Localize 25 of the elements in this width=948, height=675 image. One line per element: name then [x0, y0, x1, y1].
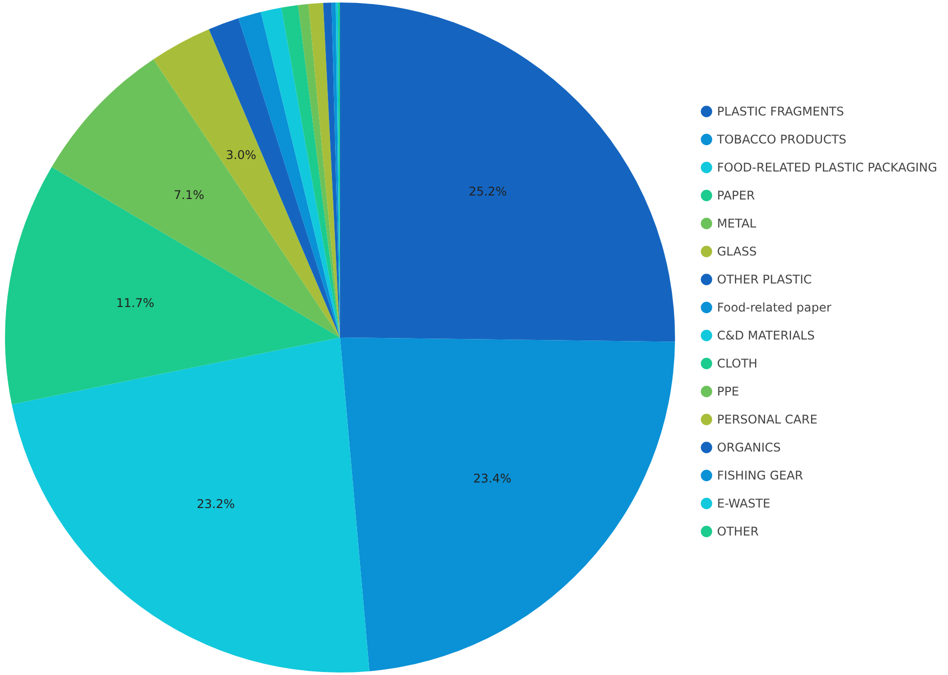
legend-label: ORGANICS	[717, 440, 781, 454]
legend-label: OTHER	[717, 524, 759, 538]
pie-slice	[281, 5, 340, 338]
legend-label: C&D MATERIALS	[717, 328, 815, 342]
data-label: 25.2%	[468, 184, 507, 199]
data-label: 3.0%	[226, 148, 256, 162]
legend-label: METAL	[717, 216, 757, 230]
pie-slice	[5, 166, 340, 404]
data-label: 11.7%	[116, 296, 154, 310]
legend-label: OTHER PLASTIC	[717, 272, 812, 286]
data-label: 23.2%	[196, 496, 235, 511]
legend-label: PERSONAL CARE	[717, 412, 818, 426]
legend-label: E-WASTE	[717, 496, 770, 510]
legend-label: Food-related paper	[717, 300, 832, 314]
data-label: 23.4%	[473, 472, 512, 486]
legend-label: PAPER	[717, 188, 755, 202]
legend-label: FISHING GEAR	[717, 468, 804, 482]
legend-label: TOBACCO PRODUCTS	[716, 132, 846, 146]
legend-label: FOOD-RELATED PLASTIC PACKAGING	[717, 160, 938, 174]
legend-label: PLASTIC FRAGMENTS	[717, 104, 844, 118]
data-label: 7.1%	[174, 188, 204, 202]
legend-label: GLASS	[717, 244, 757, 258]
legend-label: CLOTH	[717, 356, 758, 370]
pie-slice	[340, 338, 675, 672]
legend-label: PPE	[717, 384, 740, 398]
